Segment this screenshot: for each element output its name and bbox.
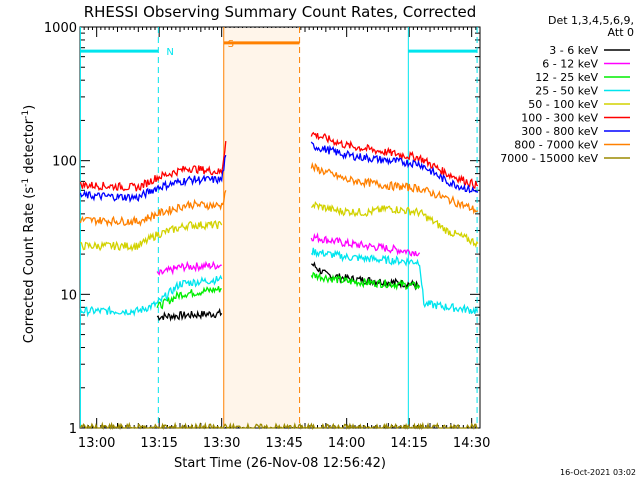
y-label-sup2: -1	[21, 110, 31, 119]
legend-label: 50 - 100 keV	[528, 98, 598, 111]
legend-label: 800 - 7000 keV	[514, 139, 598, 152]
series-line	[156, 286, 222, 310]
legend-label: 7000 - 15000 keV	[500, 152, 598, 165]
series-line	[79, 421, 478, 431]
marker-label: S	[228, 39, 234, 50]
x-tick-label: 14:30	[453, 436, 490, 451]
series-line	[310, 131, 479, 189]
series-line	[79, 154, 227, 203]
legend-label: 300 - 800 keV	[521, 125, 598, 138]
series-50-100-kev	[80, 200, 479, 252]
series-layer	[79, 131, 479, 431]
series-800-7000-kev	[79, 161, 478, 228]
series-line	[310, 232, 421, 257]
chart-title: RHESSI Observing Summary Count Rates, Co…	[84, 3, 477, 21]
series-line	[80, 220, 223, 252]
series-12-25-kev	[156, 271, 421, 310]
series-25-50-kev	[79, 247, 478, 318]
legend-label: 25 - 50 keV	[535, 85, 598, 98]
series-line	[310, 271, 421, 291]
marker-label: N	[166, 47, 173, 58]
x-tick-label: 14:15	[390, 436, 427, 451]
y-tick-label: 1	[69, 422, 77, 437]
series-line	[310, 200, 479, 249]
legend-label: 6 - 12 keV	[542, 58, 598, 71]
x-tick-label: 13:15	[140, 436, 177, 451]
legend-label: 3 - 6 keV	[549, 44, 598, 57]
marker-layer: NS	[79, 27, 478, 428]
y-tick-label: 100	[52, 155, 77, 170]
series-line	[79, 190, 227, 228]
x-tick-label: 13:30	[203, 436, 240, 451]
series-line	[311, 261, 420, 291]
series-line	[310, 141, 479, 194]
y-axis-label: Corrected Count Rate (s-1 detector-1)	[21, 105, 37, 343]
timestamp: 16-Oct-2021 03:02	[560, 468, 636, 477]
legend-label: 100 - 300 keV	[521, 112, 598, 125]
y-label-sup1: -1	[21, 178, 31, 187]
y-tick-label: 1000	[44, 21, 77, 36]
series-line	[156, 307, 223, 322]
legend-header: Det 1,3,4,5,6,9,	[548, 14, 634, 27]
series-line	[310, 161, 478, 215]
y-tick-label: 10	[60, 288, 77, 303]
y-label-main: Corrected Count Rate (s	[22, 187, 37, 344]
x-tick-label: 13:45	[265, 436, 302, 451]
x-tick-label: 14:00	[328, 436, 365, 451]
y-label-mid: detector	[22, 118, 37, 178]
series-line	[310, 247, 478, 315]
y-label-end: )	[22, 105, 37, 110]
series-line	[79, 141, 227, 192]
legend-label: 12 - 25 keV	[535, 71, 598, 84]
legend-header: Att 0	[608, 26, 634, 39]
series-300-800-kev	[79, 141, 479, 203]
x-tick-label: 13:00	[78, 436, 115, 451]
series-6-12-kev	[156, 232, 421, 276]
series-line	[79, 274, 223, 318]
series-7000-15000-kev	[79, 421, 478, 431]
x-axis-label: Start Time (26-Nov-08 12:56:42)	[174, 456, 386, 471]
saa-shade	[223, 28, 300, 427]
series-line	[156, 260, 222, 276]
series-100-300-kev	[79, 131, 479, 192]
